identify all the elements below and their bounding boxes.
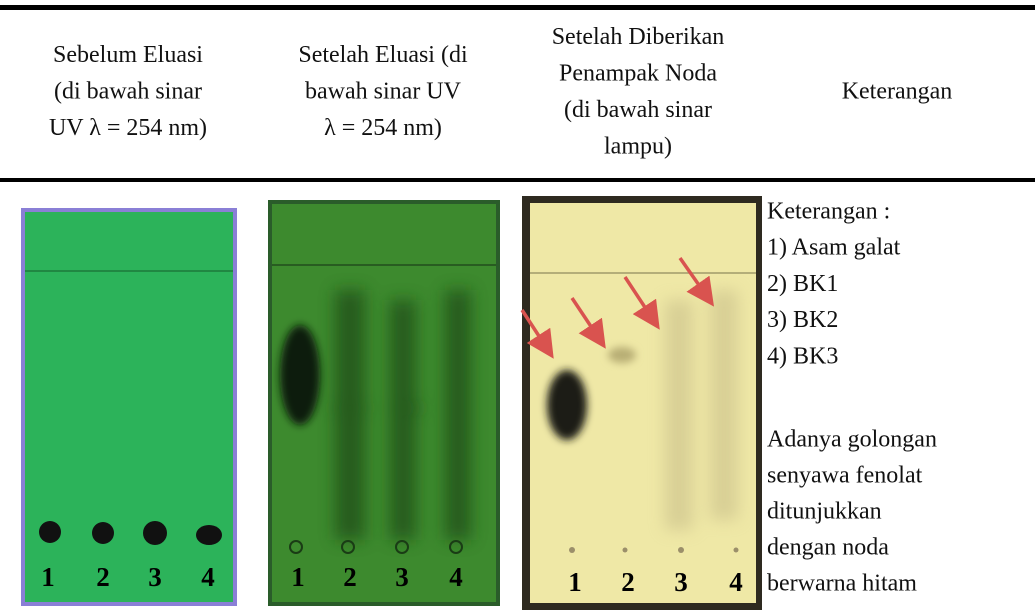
lane-number: 4 [449, 562, 463, 592]
header-text: Sebelum Eluasi [53, 42, 203, 68]
header-rule [0, 178, 1035, 182]
header-text: Penampak Noda [559, 60, 717, 86]
lane-number: 4 [729, 567, 743, 597]
lane-number: 3 [674, 567, 688, 597]
lane-number: 2 [96, 562, 110, 592]
header-text: (di bawah sinar [54, 79, 202, 105]
header-text: (di bawah sinar [564, 97, 712, 123]
header-text: UV λ = 254 nm) [49, 115, 207, 141]
note-text: berwarna hitam [767, 571, 917, 597]
header-text: Keterangan [842, 79, 953, 105]
note-text: senyawa fenolat [767, 463, 923, 489]
header-text: Setelah Diberikan [552, 24, 725, 50]
top-rule [0, 5, 1035, 10]
lane-number: 3 [148, 562, 162, 592]
lane-number: 1 [291, 562, 305, 592]
lane-number: 1 [568, 567, 582, 597]
lane-number: 2 [621, 567, 635, 597]
plate-after-reagent [522, 196, 762, 610]
note-text: dengan noda [767, 535, 889, 561]
lane-number: 2 [343, 562, 357, 592]
plate-after-elution [268, 200, 500, 606]
header-text: λ = 254 nm) [324, 115, 442, 141]
header-text: lampu) [604, 133, 672, 159]
header-text: bawah sinar UV [305, 79, 462, 105]
note-text: ditunjukkan [767, 499, 882, 525]
plate-before-elution [21, 208, 237, 606]
legend-text: 4) BK3 [767, 343, 838, 369]
table: Sebelum Eluasi (di bawah sinar UV λ = 254 … [0, 0, 1035, 616]
legend-text: 3) BK2 [767, 307, 838, 333]
page: {"table": { "headers": [ ["Sebelum Eluas… [0, 0, 1035, 616]
legend-text: 1) Asam galat [767, 235, 901, 261]
header-text: Setelah Eluasi (di [298, 42, 468, 68]
legend-text: 2) BK1 [767, 271, 838, 297]
legend-text: Keterangan : [767, 199, 890, 225]
note-text: Adanya golongan [767, 427, 937, 453]
lane-number: 3 [395, 562, 409, 592]
lane-number: 1 [41, 562, 55, 592]
lane-number: 4 [201, 562, 215, 592]
